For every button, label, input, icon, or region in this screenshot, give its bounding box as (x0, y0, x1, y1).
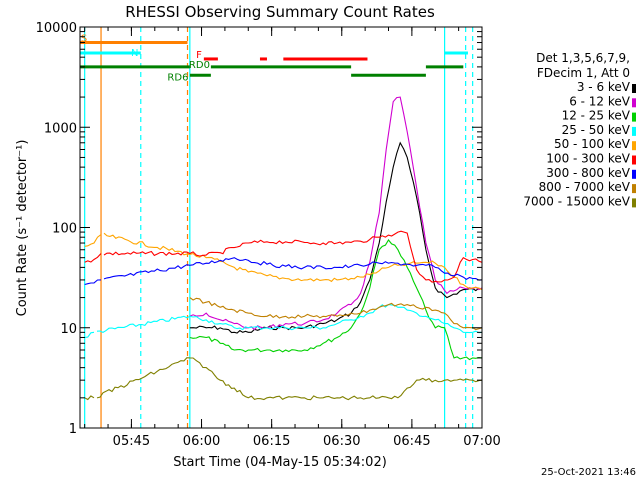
flag-bars (80, 41, 468, 77)
x-tick-label: 05:45 (113, 434, 150, 449)
legend-entry-3-6-kev: 3 - 6 keV (577, 80, 631, 94)
legend-swatch-800-7000-kev (632, 184, 636, 194)
plot-background (80, 27, 482, 428)
series-line-7000-15000-kev (84, 357, 482, 401)
series-line-50-100-kev (84, 232, 482, 291)
series-line-12-25-kev (189, 239, 482, 361)
x-tick-label: 06:00 (183, 434, 220, 449)
legend-header-line-1: Det 1,3,5,6,7,9, (536, 51, 630, 65)
series-line-100-300-kev (84, 230, 482, 283)
legend-entry-50-100-kev: 50 - 100 keV (554, 137, 631, 151)
y-tick-label: 100 (52, 222, 77, 237)
x-tick-label: 07:00 (463, 434, 500, 449)
legend-swatch-300-800-kev (632, 169, 636, 179)
x-axis-label: Start Time (04-May-15 05:34:02) (173, 455, 387, 470)
legend-entry-25-50-kev: 25 - 50 keV (562, 123, 631, 137)
flag-label-rd0: RD0 (189, 60, 210, 71)
series-line-3-6-kev (189, 141, 482, 334)
legend-swatch-50-100-kev (632, 141, 636, 151)
legend-entry-100-300-kev: 100 - 300 keV (546, 152, 630, 166)
plot-area (80, 27, 482, 428)
legend-entry-300-800-kev: 300 - 800 keV (546, 166, 630, 180)
flag-label-s: S (81, 34, 87, 45)
legend-swatch-12-25-kev (632, 112, 636, 122)
series-line-800-7000-kev (189, 297, 482, 331)
legend-swatch-25-50-kev (632, 126, 636, 136)
y-axis-label: Count Rate (s⁻¹ detector⁻¹) (15, 140, 30, 317)
legend-entry-800-7000-kev: 800 - 7000 keV (539, 180, 631, 194)
x-tick-label: 06:45 (393, 434, 430, 449)
flag-label-rd6: RD6 (167, 72, 188, 83)
legend: Det 1,3,5,6,7,9, FDecim 1, Att 0 3 - 6 k… (523, 51, 636, 208)
legend-swatch-100-300-kev (632, 155, 636, 165)
legend-entry-6-12-kev: 6 - 12 keV (569, 94, 631, 108)
legend-swatch-6-12-kev (632, 98, 636, 108)
y-tick-label: 1 (69, 422, 77, 437)
series-line-300-800-kev (84, 257, 482, 286)
render-timestamp: 25-Oct-2021 13:46 (541, 467, 636, 478)
legend-entry-12-25-kev: 12 - 25 keV (562, 109, 631, 123)
y-tick-label: 10000 (36, 21, 77, 36)
series-line-25-50-kev (84, 304, 482, 339)
x-tick-label: 06:30 (323, 434, 360, 449)
legend-header-line-2: FDecim 1, Att 0 (537, 66, 630, 80)
y-tick-label: 10 (60, 322, 77, 337)
flag-label-n: N (131, 48, 138, 59)
legend-swatch-3-6-kev (632, 84, 636, 93)
vertical-markers (84, 27, 474, 428)
x-tick-label: 06:15 (253, 434, 290, 449)
flag-label-f: F (196, 50, 202, 61)
chart-title: RHESSI Observing Summary Count Rates (125, 3, 435, 21)
y-tick-label: 1000 (44, 121, 77, 136)
legend-entry-7000-15000-kev: 7000 - 15000 keV (523, 194, 630, 208)
data-series (84, 96, 482, 401)
legend-swatch-7000-15000-kev (632, 198, 636, 208)
